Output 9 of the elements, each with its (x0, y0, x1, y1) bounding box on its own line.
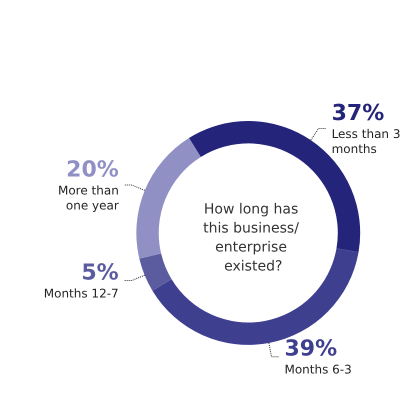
slice-label: Months 12-7 (44, 286, 119, 301)
data-label: 39% (284, 336, 338, 362)
data-label: 5% (81, 260, 119, 286)
data-label: 37% (332, 100, 384, 126)
slice-label: More than one year (58, 184, 119, 213)
slice-label: Less than 3 months (332, 126, 400, 156)
text: How long has this business/ enterprise existed? (203, 201, 304, 274)
slice-label: Months 6-3 (284, 362, 352, 377)
data-label: 20% (66, 158, 119, 183)
